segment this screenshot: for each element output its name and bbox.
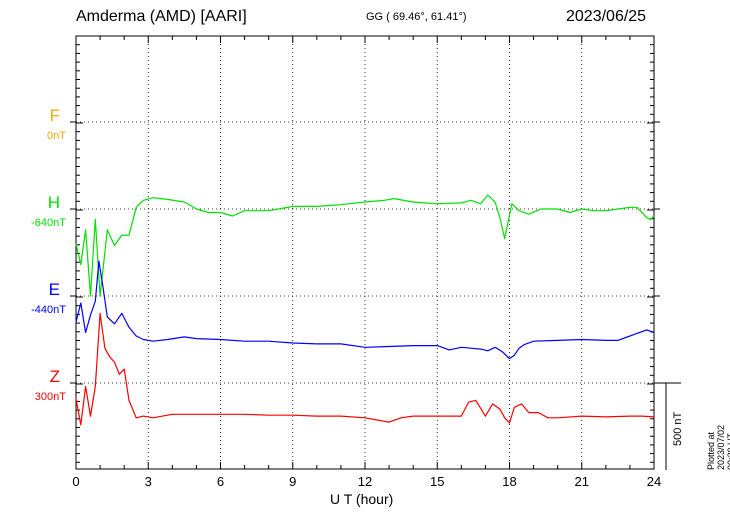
x-tick-label: 12: [358, 474, 372, 489]
component-label-h: H: [47, 193, 60, 212]
component-label-e: E: [48, 280, 60, 299]
x-tick-label: 6: [217, 474, 224, 489]
chart-date: 2023/06/25: [566, 8, 647, 25]
component-label-f: F: [49, 106, 60, 125]
series-line-z: [75, 312, 655, 426]
x-tick-label: 24: [647, 474, 661, 489]
component-label-z: Z: [49, 367, 60, 386]
x-tick-label: 18: [502, 474, 516, 489]
series-line-e: [75, 260, 655, 360]
component-offset-h: -640nT: [31, 217, 66, 229]
x-tick-label: 21: [575, 474, 589, 489]
x-tick-label: 3: [145, 474, 152, 489]
x-tick-label: 0: [72, 474, 79, 489]
x-tick-label: 9: [289, 474, 296, 489]
component-offset-z: 300nT: [34, 391, 66, 403]
series-line-h: [75, 194, 655, 297]
chart-title-station: Amderma (AMD) [AARI]: [76, 8, 247, 25]
component-offset-f: 0nT: [47, 130, 66, 142]
component-offset-e: -440nT: [31, 304, 66, 316]
x-tick-label: 15: [430, 474, 444, 489]
x-axis-label: U T (hour): [330, 491, 394, 507]
chart-coordinates: GG ( 69.46°, 61.41°): [366, 11, 467, 23]
